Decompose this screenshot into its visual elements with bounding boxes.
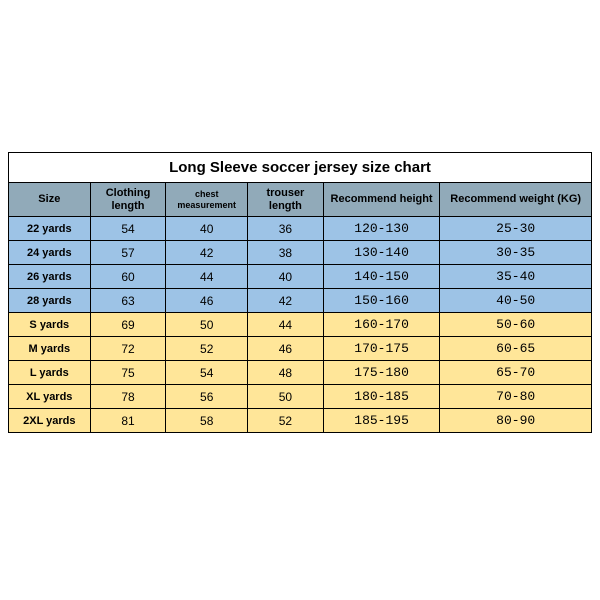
value-cell: 52 <box>248 409 324 433</box>
size-cell: XL yards <box>9 385 91 409</box>
value-cell: 60-65 <box>440 337 592 361</box>
size-cell: M yards <box>9 337 91 361</box>
chart-title: Long Sleeve soccer jersey size chart <box>9 153 592 183</box>
value-cell: 150-160 <box>323 289 440 313</box>
value-cell: 70-80 <box>440 385 592 409</box>
value-cell: 48 <box>248 361 324 385</box>
value-cell: 42 <box>248 289 324 313</box>
value-cell: 80-90 <box>440 409 592 433</box>
value-cell: 25-30 <box>440 217 592 241</box>
value-cell: 54 <box>166 361 248 385</box>
col-header-0: Size <box>9 183 91 217</box>
value-cell: 50 <box>166 313 248 337</box>
table-row: XL yards785650180-18570-80 <box>9 385 592 409</box>
size-cell: 28 yards <box>9 289 91 313</box>
value-cell: 44 <box>166 265 248 289</box>
table-row: 24 yards574238130-14030-35 <box>9 241 592 265</box>
value-cell: 78 <box>90 385 166 409</box>
table-row: 26 yards604440140-15035-40 <box>9 265 592 289</box>
value-cell: 46 <box>248 337 324 361</box>
value-cell: 40 <box>248 265 324 289</box>
value-cell: 69 <box>90 313 166 337</box>
value-cell: 40-50 <box>440 289 592 313</box>
value-cell: 75 <box>90 361 166 385</box>
size-cell: S yards <box>9 313 91 337</box>
size-cell: 24 yards <box>9 241 91 265</box>
value-cell: 38 <box>248 241 324 265</box>
value-cell: 46 <box>166 289 248 313</box>
value-cell: 180-185 <box>323 385 440 409</box>
size-chart-container: Long Sleeve soccer jersey size chartSize… <box>8 152 592 433</box>
col-header-5: Recommend weight (KG) <box>440 183 592 217</box>
value-cell: 40 <box>166 217 248 241</box>
size-chart-table: Long Sleeve soccer jersey size chartSize… <box>8 152 592 433</box>
value-cell: 140-150 <box>323 265 440 289</box>
value-cell: 63 <box>90 289 166 313</box>
table-row: S yards695044160-17050-60 <box>9 313 592 337</box>
value-cell: 56 <box>166 385 248 409</box>
value-cell: 54 <box>90 217 166 241</box>
value-cell: 81 <box>90 409 166 433</box>
table-row: 2XL yards815852185-19580-90 <box>9 409 592 433</box>
size-cell: 26 yards <box>9 265 91 289</box>
value-cell: 160-170 <box>323 313 440 337</box>
value-cell: 35-40 <box>440 265 592 289</box>
value-cell: 185-195 <box>323 409 440 433</box>
value-cell: 57 <box>90 241 166 265</box>
size-cell: 22 yards <box>9 217 91 241</box>
value-cell: 120-130 <box>323 217 440 241</box>
value-cell: 36 <box>248 217 324 241</box>
value-cell: 65-70 <box>440 361 592 385</box>
size-cell: L yards <box>9 361 91 385</box>
table-row: 28 yards634642150-16040-50 <box>9 289 592 313</box>
value-cell: 130-140 <box>323 241 440 265</box>
value-cell: 42 <box>166 241 248 265</box>
table-row: L yards755448175-18065-70 <box>9 361 592 385</box>
col-header-1: Clothing length <box>90 183 166 217</box>
table-row: 22 yards544036120-13025-30 <box>9 217 592 241</box>
col-header-2: chest measurement <box>166 183 248 217</box>
size-cell: 2XL yards <box>9 409 91 433</box>
value-cell: 170-175 <box>323 337 440 361</box>
value-cell: 60 <box>90 265 166 289</box>
value-cell: 44 <box>248 313 324 337</box>
table-row: M yards725246170-17560-65 <box>9 337 592 361</box>
value-cell: 58 <box>166 409 248 433</box>
value-cell: 50-60 <box>440 313 592 337</box>
value-cell: 30-35 <box>440 241 592 265</box>
value-cell: 50 <box>248 385 324 409</box>
value-cell: 72 <box>90 337 166 361</box>
value-cell: 52 <box>166 337 248 361</box>
col-header-4: Recommend height <box>323 183 440 217</box>
col-header-3: trouser length <box>248 183 324 217</box>
value-cell: 175-180 <box>323 361 440 385</box>
